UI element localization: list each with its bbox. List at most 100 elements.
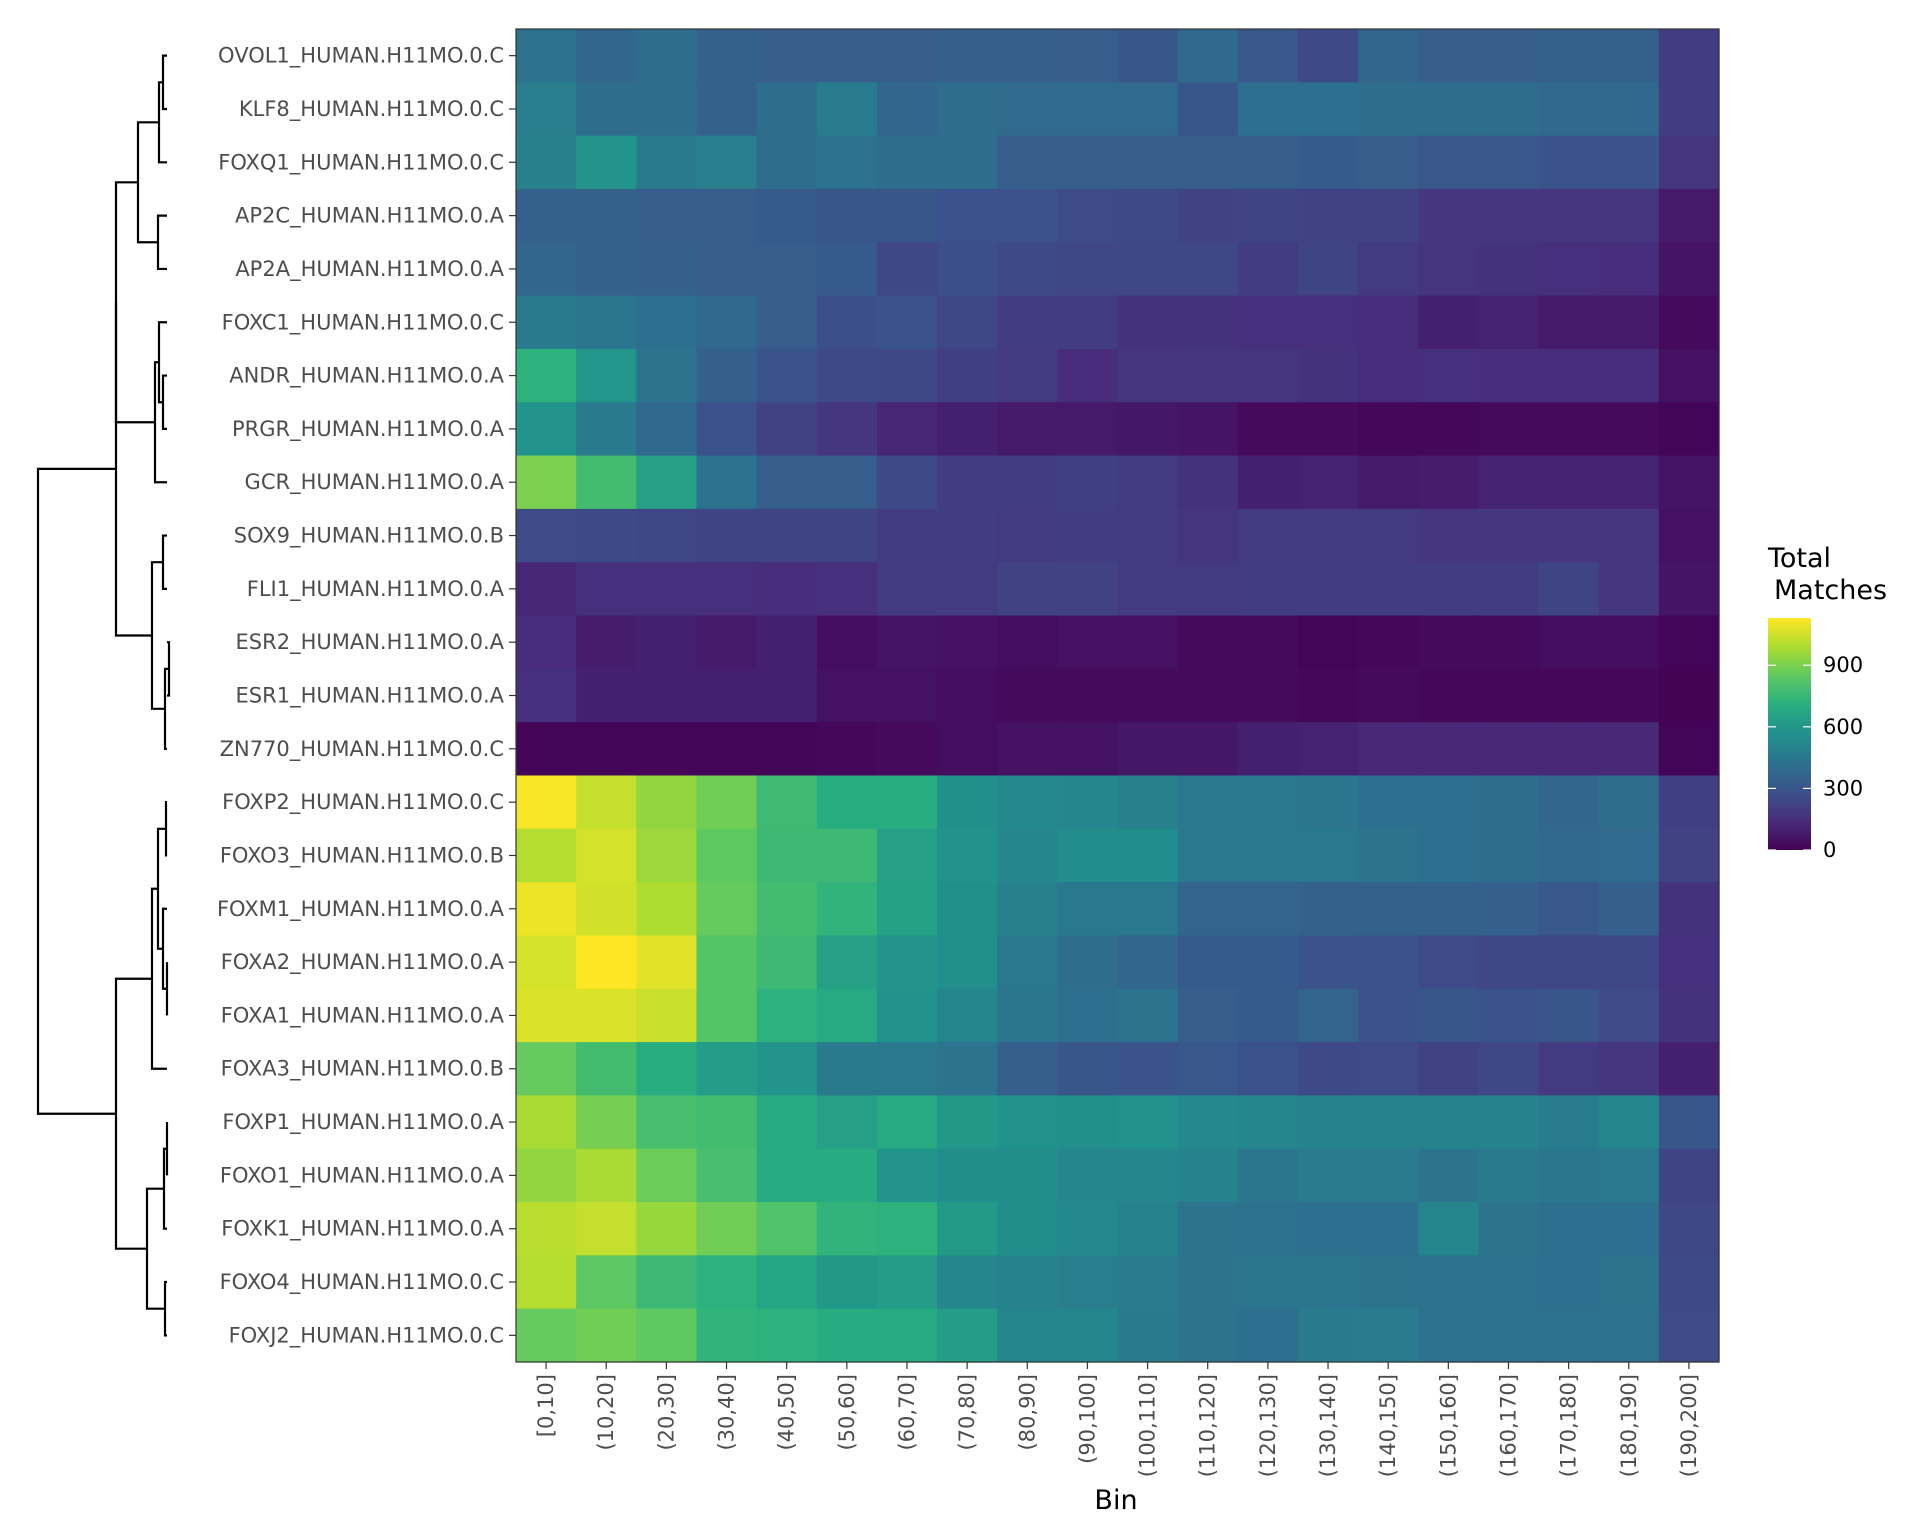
heatmap-cell [1358,1148,1419,1203]
heatmap-cell [816,242,878,297]
heatmap-cell [636,455,698,510]
heatmap-cell [636,1202,698,1256]
heatmap-cell [1418,562,1479,617]
heatmap-cell [1598,935,1660,990]
heatmap-cell [1057,562,1119,617]
heatmap-cell [756,82,818,137]
heatmap-cell [876,828,938,883]
heatmap-cell [816,1308,878,1363]
heatmap-cell [756,1148,818,1203]
heatmap-cell [576,135,637,190]
heatmap-cell [1358,188,1419,243]
heatmap-cell [696,455,758,510]
heatmap-cell [756,775,818,830]
heatmap-cell [1538,615,1600,670]
heatmap-cell [1358,1308,1419,1363]
heatmap-cell [1418,828,1479,883]
column-label: (40,50] [775,1374,799,1451]
heatmap-cell [516,775,577,830]
row-label: FOXO1_HUMAN.H11MO.0.A [220,1163,505,1188]
heatmap-cell [636,882,698,937]
heatmap-cell [1538,455,1600,510]
heatmap-cell [1117,722,1179,777]
heatmap-cell [997,29,1058,83]
heatmap-cell [636,935,698,990]
heatmap-cell [1658,828,1720,883]
heatmap-cell [1478,988,1540,1043]
heatmap-cell [1538,828,1600,883]
heatmap-cell [1297,935,1359,990]
heatmap-cell [576,295,637,350]
heatmap-cell [937,242,998,297]
heatmap-cell [696,1148,758,1203]
heatmap-cell [816,508,878,563]
heatmap-cell [937,188,998,243]
heatmap-cell [576,402,637,457]
heatmap-cell [1177,242,1239,297]
legend-color-bar [1768,618,1811,850]
heatmap-cell [1538,402,1600,457]
heatmap-cell [1418,348,1479,403]
heatmap-cell [576,828,637,883]
heatmap-cell [1478,562,1540,617]
heatmap-cell [876,508,938,563]
heatmap-cell [816,775,878,830]
heatmap-cell [1418,1095,1479,1150]
heatmap-cell [876,348,938,403]
heatmap-cell [756,562,818,617]
heatmap-cell [1478,455,1540,510]
heatmap-cell [816,1095,878,1150]
heatmap-cell [1177,295,1239,350]
heatmap-cell [997,348,1058,403]
column-label: (140,150] [1376,1374,1400,1477]
heatmap-cell [1478,882,1540,937]
heatmap-cell [1478,775,1540,830]
heatmap-cell [636,295,698,350]
heatmap-cell [1418,29,1479,83]
heatmap-cell [516,188,577,243]
heatmap-cell [1237,1255,1299,1310]
heatmap-cell [1538,29,1600,83]
heatmap-cell [576,455,637,510]
heatmap-cell [1297,562,1359,617]
heatmap-cell [516,562,577,617]
heatmap-cell [1478,1042,1540,1096]
heatmap-cell [576,775,637,830]
heatmap-cell [1237,668,1299,723]
row-label: FLI1_HUMAN.H11MO.0.A [247,577,505,602]
color-legend: Total Matches 0 300 600 900 [1767,543,1887,862]
heatmap-cell [1418,988,1479,1043]
column-label: (130,140] [1316,1374,1340,1477]
heatmap-cell [1418,242,1479,297]
heatmap-cell [1237,988,1299,1043]
heatmap-cell [1177,1148,1239,1203]
heatmap-cell [876,882,938,937]
legend-title-line1: Total [1767,543,1831,574]
heatmap-cell [636,988,698,1043]
heatmap-cell [756,1308,818,1363]
heatmap-cell [1598,722,1660,777]
heatmap-cell [816,1255,878,1310]
heatmap-cell [1237,295,1299,350]
heatmap-cell [1117,188,1179,243]
heatmap-cell [1297,668,1359,723]
heatmap-cell [1237,82,1299,137]
column-label: (80,90] [1015,1374,1039,1451]
heatmap-cell [696,242,758,297]
heatmap-cell [816,188,878,243]
row-label: FOXJ2_HUMAN.H11MO.0.C [229,1323,504,1348]
row-label: FOXK1_HUMAN.H11MO.0.A [221,1217,504,1242]
heatmap-cell [1598,775,1660,830]
heatmap-cell [576,722,637,777]
heatmap-cell [1297,455,1359,510]
row-label: ANDR_HUMAN.H11MO.0.A [229,364,504,389]
dendrogram-branch [136,121,159,244]
heatmap-cell [516,135,577,190]
dendrogram-branch [114,302,152,637]
heatmap-cell [576,935,637,990]
heatmap-cell [1057,135,1119,190]
column-label: (190,200] [1677,1374,1701,1477]
heatmap-cell [1237,1095,1299,1150]
heatmap-cell [937,775,998,830]
heatmap-cell [1358,508,1419,563]
